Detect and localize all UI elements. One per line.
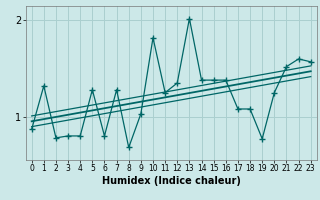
X-axis label: Humidex (Indice chaleur): Humidex (Indice chaleur) bbox=[102, 176, 241, 186]
